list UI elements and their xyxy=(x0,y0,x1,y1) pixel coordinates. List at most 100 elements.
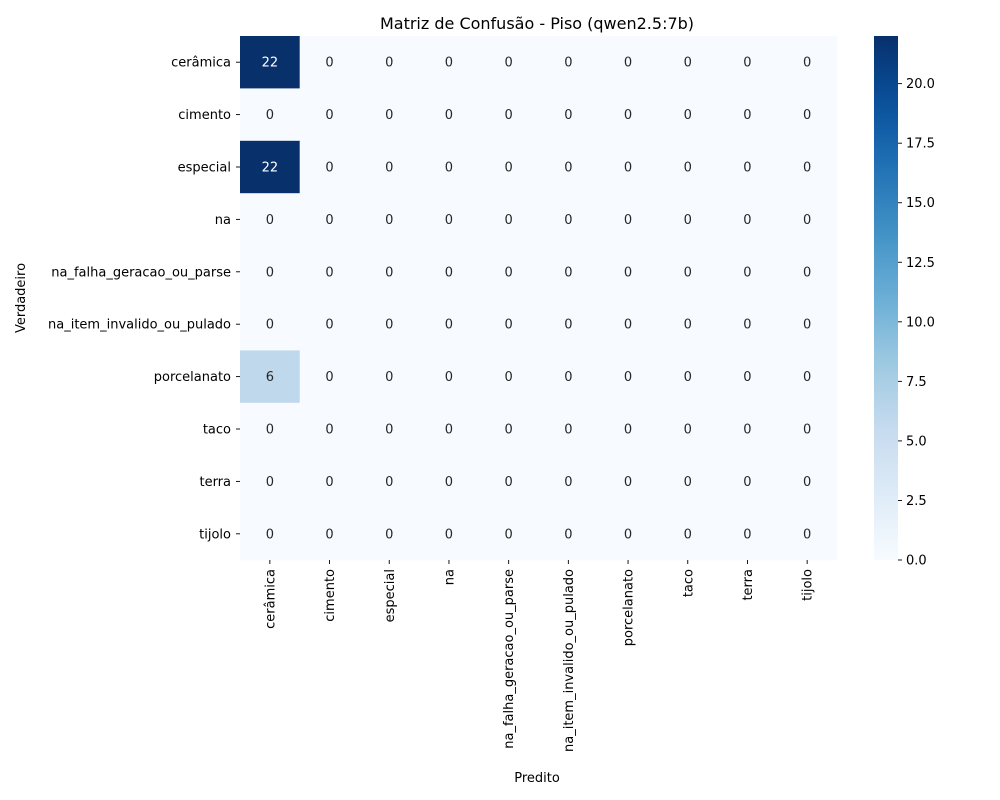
heatmap-cell xyxy=(240,402,301,456)
heatmap-cell xyxy=(777,298,838,351)
cell-value-label: 0 xyxy=(325,423,333,438)
cell-value-label: 0 xyxy=(564,213,572,228)
cell-value-label: 0 xyxy=(445,475,453,490)
y-tick-label: na_item_invalido_ou_pulado xyxy=(48,318,231,333)
cell-value-label: 22 xyxy=(262,161,279,176)
cell-value-label: 0 xyxy=(266,475,274,490)
heatmap-cell xyxy=(598,193,659,247)
cell-value-label: 0 xyxy=(505,318,513,333)
cell-value-label: 0 xyxy=(624,265,632,280)
cell-value-label: 22 xyxy=(262,56,279,71)
cell-value-label: 0 xyxy=(803,318,811,333)
x-tick-label: na xyxy=(442,569,457,585)
cell-value-label: 0 xyxy=(505,423,513,438)
cell-value-label: 0 xyxy=(385,56,393,71)
colorbar: 0.0 2.5 5.0 7.5 10.0 12.5 15.0 17.5 20.0 xyxy=(874,36,935,569)
cell-value-label: 0 xyxy=(266,423,274,438)
cell-value-label: 0 xyxy=(564,108,572,123)
x-axis: cerâmica cimento especial na na_falha_geraca… xyxy=(263,560,816,752)
heatmap-cell xyxy=(598,350,659,404)
cell-value-label: 0 xyxy=(624,56,632,71)
cell-value-label: 0 xyxy=(684,265,692,280)
cell-value-label: 0 xyxy=(564,423,572,438)
heatmap-cell xyxy=(538,455,599,509)
heatmap-cell xyxy=(538,402,599,456)
heatmap-cell xyxy=(240,193,301,247)
heatmap-cell xyxy=(299,245,360,299)
x-tick-label: terra xyxy=(741,569,756,601)
heatmap-cell xyxy=(478,350,539,404)
heatmap-cell xyxy=(538,36,599,89)
x-tick-label: cerâmica xyxy=(263,569,278,629)
y-tick-label: na_falha_geracao_ou_parse xyxy=(51,265,231,280)
cell-value-label: 0 xyxy=(803,265,811,280)
heatmap-cell xyxy=(478,402,539,456)
colorbar-tick-label: 2.5 xyxy=(906,494,927,509)
heatmap-cell xyxy=(657,298,719,351)
colorbar-tick-label: 5.0 xyxy=(906,434,927,449)
heatmap-cell xyxy=(419,507,480,561)
y-tick-label: cerâmica xyxy=(171,56,231,71)
chart-title: Matriz de Confusão - Piso (qwen2.5:7b) xyxy=(380,14,694,33)
cell-value-label: 0 xyxy=(564,161,572,176)
cell-value-label: 0 xyxy=(803,527,811,542)
heatmap-cell xyxy=(299,455,360,509)
colorbar-gradient xyxy=(874,36,898,560)
cell-value-label: 0 xyxy=(325,318,333,333)
heatmap-cell xyxy=(538,245,599,299)
heatmap-cell xyxy=(478,298,539,351)
heatmap-cell xyxy=(657,350,719,404)
heatmap-cell xyxy=(538,350,599,404)
heatmap-cell xyxy=(717,140,778,194)
heatmap-cell xyxy=(359,402,420,456)
heatmap-cell xyxy=(717,245,778,299)
cell-value-label: 0 xyxy=(385,370,393,385)
heatmap-cell xyxy=(478,193,539,247)
cell-value-label: 0 xyxy=(445,56,453,71)
cell-value-label: 0 xyxy=(385,213,393,228)
cell-value-label: 0 xyxy=(505,161,513,176)
y-tick-label: especial xyxy=(178,161,231,176)
heatmap-cell xyxy=(598,455,659,509)
heatmap-cell xyxy=(240,298,301,351)
x-tick-label: tijolo xyxy=(801,569,816,601)
heatmap-cell xyxy=(478,88,539,142)
cell-value-label: 0 xyxy=(445,423,453,438)
cell-value-label: 0 xyxy=(624,161,632,176)
heatmap-grid: 22 0 0 0 0 0 0 0 0 0 0 0 0 0 0 0 0 0 0 0 22 0 0 0 0 0 0 0 0 0 0 0 0 0 0 0 0 0… xyxy=(240,36,838,561)
heatmap-cell xyxy=(538,298,599,351)
cell-value-label: 0 xyxy=(385,475,393,490)
heatmap-cell xyxy=(419,36,480,89)
heatmap-cell xyxy=(777,455,838,509)
heatmap-cell xyxy=(419,402,480,456)
heatmap-cell xyxy=(598,402,659,456)
cell-value-label: 0 xyxy=(505,265,513,280)
heatmap-cell xyxy=(419,455,480,509)
cell-value-label: 0 xyxy=(505,475,513,490)
x-tick-label: taco xyxy=(681,569,696,597)
heatmap-cell xyxy=(717,88,778,142)
heatmap-cell xyxy=(598,245,659,299)
colorbar-tick-label: 7.5 xyxy=(906,375,927,390)
cell-value-label: 0 xyxy=(385,161,393,176)
cell-value-label: 0 xyxy=(564,527,572,542)
cell-value-label: 0 xyxy=(505,370,513,385)
y-axis-label: Verdadeiro xyxy=(14,263,29,333)
x-tick-label: na_falha_geracao_ou_parse xyxy=(502,569,517,749)
cell-value-label: 0 xyxy=(803,475,811,490)
heatmap-cell xyxy=(657,402,719,456)
cell-value-label: 0 xyxy=(325,475,333,490)
heatmap-cell xyxy=(777,507,838,561)
cell-value-label: 0 xyxy=(325,161,333,176)
cell-value-label: 0 xyxy=(445,161,453,176)
cell-value-label: 0 xyxy=(803,370,811,385)
cell-value-label: 0 xyxy=(505,527,513,542)
cell-value-label: 0 xyxy=(266,318,274,333)
heatmap-cell xyxy=(359,140,420,194)
heatmap-cell xyxy=(478,455,539,509)
heatmap-cell xyxy=(657,193,719,247)
y-tick-label: cimento xyxy=(178,108,231,123)
heatmap-cell xyxy=(478,245,539,299)
x-tick-label: na_item_invalido_ou_pulado xyxy=(562,569,577,752)
cell-value-label: 0 xyxy=(684,108,692,123)
